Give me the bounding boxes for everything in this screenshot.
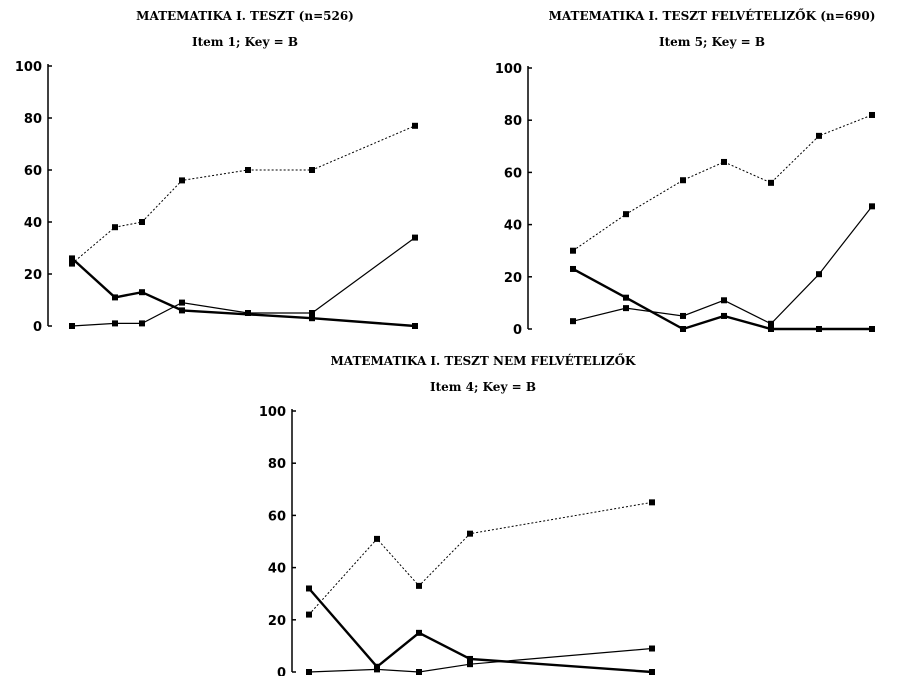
series-thick (69, 255, 418, 329)
y-tick-label: 60 (268, 509, 286, 524)
data-point (649, 499, 655, 506)
data-point (570, 265, 576, 272)
chart-title: MATEMATIKA I. TESZT NEM FELVÉTELIZŐK (331, 353, 637, 368)
series-dotted (306, 499, 655, 618)
series-dotted (570, 111, 875, 254)
data-point (768, 179, 774, 186)
data-point (245, 310, 251, 316)
y-tick-label: 80 (24, 112, 42, 127)
chart-title: MATEMATIKA I. TESZT (n=526) (136, 9, 354, 23)
data-point (112, 224, 118, 231)
data-point (768, 320, 774, 327)
y-tick-label: 40 (24, 216, 42, 231)
data-point (69, 323, 75, 329)
y-tick-label: 40 (268, 562, 286, 577)
data-point (467, 661, 473, 668)
chart-panel-1: MATEMATIKA I. TESZT (n=526) Item 1; Key =… (15, 9, 418, 335)
data-point (412, 234, 418, 241)
data-point (309, 310, 315, 316)
series-dotted (69, 122, 418, 267)
data-point (306, 669, 312, 675)
y-tick-label: 60 (24, 164, 42, 179)
data-point (570, 318, 576, 325)
data-point (179, 177, 185, 184)
y-tick-label: 0 (33, 320, 42, 335)
series-line-thick (308, 587, 653, 674)
data-point (416, 582, 422, 589)
y-tick-label: 0 (277, 666, 286, 676)
data-point (412, 323, 418, 329)
data-point (869, 326, 875, 332)
data-point (306, 611, 312, 618)
chart-title: MATEMATIKA I. TESZT FELVÉTELIZŐK (n=690) (549, 8, 876, 23)
data-point (768, 326, 774, 332)
chart-subtitle: Item 1; Key = B (192, 35, 298, 49)
y-tick-label: 100 (495, 62, 522, 77)
series-line-thin (71, 237, 416, 327)
data-point (69, 255, 75, 262)
data-point (816, 271, 822, 278)
series-line-thick (71, 257, 416, 328)
series-thick (570, 265, 875, 332)
chart-subtitle: Item 5; Key = B (659, 35, 765, 49)
data-point (623, 305, 629, 312)
chart-subtitle: Item 4; Key = B (430, 380, 536, 394)
series-thin (306, 645, 655, 675)
data-point (721, 312, 727, 319)
y-tick-label: 100 (15, 60, 42, 75)
data-point (374, 666, 380, 673)
series-thin (570, 203, 875, 327)
y-tick-label: 20 (268, 614, 286, 629)
series-line-thin (572, 205, 873, 325)
data-point (139, 320, 145, 327)
series-thick (306, 585, 655, 675)
data-point (416, 669, 422, 675)
data-point (816, 132, 822, 139)
data-point (309, 167, 315, 173)
data-point (69, 260, 75, 267)
chart-panel-2: MATEMATIKA I. TESZT FELVÉTELIZŐK (n=690)… (495, 8, 876, 338)
data-point (412, 122, 418, 129)
data-point (721, 158, 727, 165)
data-point (179, 299, 185, 306)
data-point (680, 312, 686, 319)
series-line-dotted (308, 501, 653, 615)
data-point (623, 294, 629, 301)
y-tick-label: 60 (504, 166, 522, 181)
data-point (570, 247, 576, 254)
data-point (179, 307, 185, 314)
y-tick-label: 0 (513, 323, 522, 338)
data-point (816, 326, 822, 332)
data-point (649, 645, 655, 652)
data-point (306, 585, 312, 592)
data-point (139, 289, 145, 296)
data-point (721, 297, 727, 304)
y-tick-label: 20 (24, 268, 42, 283)
series-line-dotted (71, 125, 416, 264)
data-point (869, 203, 875, 210)
y-tick-label: 20 (504, 271, 522, 286)
data-point (869, 111, 875, 118)
data-point (467, 655, 473, 662)
data-point (245, 167, 251, 173)
data-point (112, 294, 118, 301)
series-thin (69, 234, 418, 329)
y-tick-label: 80 (268, 457, 286, 472)
chart-panel-3: MATEMATIKA I. TESZT NEM FELVÉTELIZŐK Item… (259, 353, 655, 676)
data-point (374, 535, 380, 542)
y-tick-label: 100 (259, 405, 286, 420)
data-point (680, 326, 686, 332)
y-tick-label: 40 (504, 219, 522, 234)
data-point (139, 219, 145, 225)
data-point (680, 177, 686, 184)
data-point (112, 320, 118, 327)
data-point (309, 315, 315, 322)
data-point (649, 669, 655, 675)
data-point (416, 629, 422, 636)
series-line-dotted (572, 114, 873, 252)
y-tick-label: 80 (504, 114, 522, 129)
data-point (467, 530, 473, 537)
data-point (623, 211, 629, 218)
